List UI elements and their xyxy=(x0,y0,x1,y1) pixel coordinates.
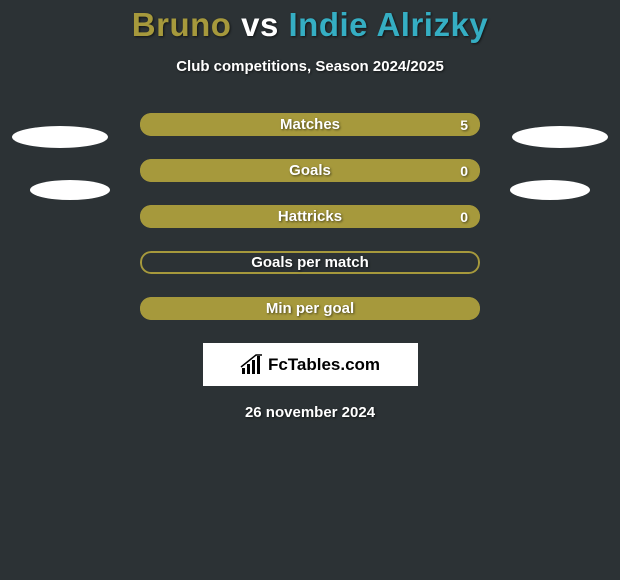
stat-label: Matches xyxy=(140,113,480,136)
avatar-shadow-left-2 xyxy=(30,180,110,200)
stat-label: Goals per match xyxy=(140,251,480,274)
stat-row: Hattricks0 xyxy=(140,205,480,228)
stat-label: Min per goal xyxy=(140,297,480,320)
stats-rows: Matches5Goals0Hattricks0Goals per matchM… xyxy=(140,113,480,320)
vs-word: vs xyxy=(241,6,279,43)
stat-value-right: 0 xyxy=(460,205,468,228)
comparison-infographic: Bruno vs Indie Alrizky Club competitions… xyxy=(0,0,620,580)
stat-row: Matches5 xyxy=(140,113,480,136)
date-text: 26 november 2024 xyxy=(0,404,620,421)
stat-row: Goals per match xyxy=(140,251,480,274)
page-title: Bruno vs Indie Alrizky xyxy=(0,6,620,44)
brand-badge: FcTables.com xyxy=(203,343,418,386)
avatar-shadow-right-2 xyxy=(510,180,590,200)
stat-value-right: 0 xyxy=(460,159,468,182)
player2-name: Indie Alrizky xyxy=(289,6,489,43)
stat-label: Hattricks xyxy=(140,205,480,228)
avatar-shadow-left-1 xyxy=(12,126,108,148)
stat-value-right: 5 xyxy=(460,113,468,136)
brand-text: FcTables.com xyxy=(268,355,380,375)
stat-row: Min per goal xyxy=(140,297,480,320)
bar-chart-icon xyxy=(240,354,264,376)
stat-label: Goals xyxy=(140,159,480,182)
stat-row: Goals0 xyxy=(140,159,480,182)
player1-name: Bruno xyxy=(132,6,232,43)
avatar-shadow-right-1 xyxy=(512,126,608,148)
subtitle: Club competitions, Season 2024/2025 xyxy=(0,58,620,75)
